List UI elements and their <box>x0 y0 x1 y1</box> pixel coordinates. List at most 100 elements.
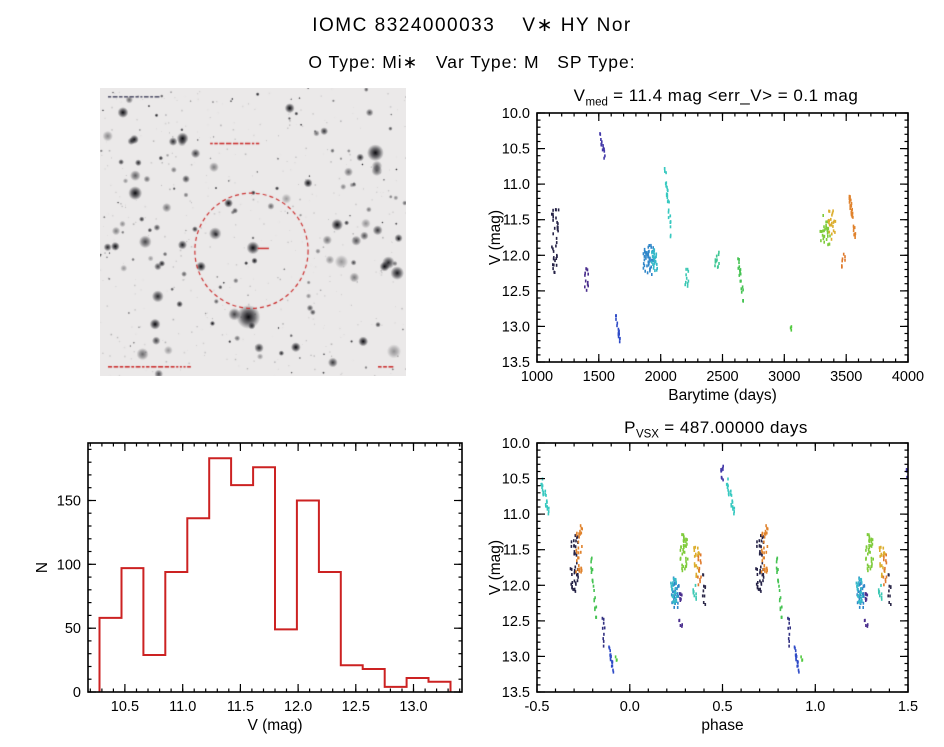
data-point <box>798 670 800 674</box>
data-point <box>765 550 768 554</box>
data-point <box>854 232 857 236</box>
data-point <box>868 546 871 550</box>
data-point <box>581 545 583 548</box>
data-point <box>577 573 579 576</box>
data-point <box>826 220 829 224</box>
data-point <box>868 533 870 537</box>
data-point <box>611 659 613 663</box>
data-point <box>760 570 763 574</box>
data-point <box>760 589 762 593</box>
axes <box>536 442 909 693</box>
data-point <box>650 258 653 262</box>
data-point <box>574 581 577 585</box>
data-point <box>674 577 677 581</box>
data-point <box>765 570 768 574</box>
x-tick-label: 10.5 <box>111 699 139 715</box>
data-point <box>733 510 735 514</box>
data-point <box>701 594 704 598</box>
data-point <box>654 256 656 259</box>
data-point <box>829 234 831 238</box>
data-point <box>878 546 881 550</box>
data-point <box>683 538 685 542</box>
data-point <box>849 204 851 208</box>
data-point <box>651 251 653 255</box>
data-point <box>879 554 881 558</box>
data-point <box>889 586 892 589</box>
data-point <box>738 273 741 277</box>
data-point <box>779 596 782 600</box>
data-point <box>698 566 701 570</box>
data-point <box>573 588 576 592</box>
data-point <box>834 219 837 223</box>
data-point <box>762 579 764 583</box>
data-point <box>595 605 598 609</box>
data-point <box>552 263 554 267</box>
data-point <box>685 537 687 541</box>
data-point <box>851 211 854 215</box>
data-point <box>599 132 602 136</box>
data-point <box>738 265 741 269</box>
data-point <box>540 482 542 486</box>
data-point <box>692 591 695 595</box>
data-point <box>686 538 688 542</box>
data-point <box>651 260 653 264</box>
data-point <box>906 475 908 479</box>
data-point <box>603 156 605 160</box>
data-point <box>765 524 767 528</box>
data-point <box>822 229 824 233</box>
data-point <box>584 285 586 289</box>
data-point <box>844 255 846 259</box>
data-point <box>685 544 687 548</box>
data-point <box>672 600 675 604</box>
data-point <box>577 556 579 560</box>
data-point <box>571 586 573 590</box>
data-point <box>787 616 789 620</box>
data-point <box>823 229 825 233</box>
data-point <box>665 181 668 185</box>
data-point <box>611 664 614 668</box>
data-point <box>686 282 689 286</box>
data-point <box>762 567 765 571</box>
data-point <box>579 532 581 536</box>
data-point <box>602 637 604 641</box>
data-point <box>766 531 768 535</box>
data-point <box>766 568 768 572</box>
data-point <box>686 284 689 288</box>
data-point <box>695 574 698 578</box>
data-point <box>834 230 836 234</box>
data-point <box>727 484 729 488</box>
y-tick-label: 12.5 <box>502 614 530 630</box>
data-point <box>574 545 577 549</box>
data-point <box>667 216 670 220</box>
data-point <box>859 581 861 585</box>
data-point <box>679 592 682 596</box>
data-point <box>762 575 765 579</box>
data-point <box>577 540 580 544</box>
data-point <box>878 591 880 595</box>
data-point <box>740 287 743 291</box>
data-point <box>601 626 604 630</box>
data-point <box>685 276 688 280</box>
y-tick-label: 13.0 <box>502 649 530 665</box>
x-axis-label: Barytime (days) <box>668 387 777 404</box>
y-tick-label: 50 <box>65 621 81 637</box>
data-point <box>757 587 760 591</box>
data-point <box>824 227 826 231</box>
data-point <box>882 546 885 550</box>
data-point <box>555 257 558 260</box>
data-point <box>762 556 765 560</box>
data-point <box>681 593 683 597</box>
data-point <box>741 285 744 289</box>
data-point <box>826 226 829 230</box>
data-point <box>546 507 549 511</box>
data-point <box>643 258 646 262</box>
data-point <box>602 144 604 148</box>
data-point <box>669 233 672 237</box>
data-point <box>673 601 676 605</box>
data-point <box>678 619 680 623</box>
data-point <box>675 598 677 602</box>
lightcurve-title: Vmed = 11.4 mag <err_V> = 0.1 mag <box>488 86 944 108</box>
data-point <box>697 546 699 550</box>
data-point <box>575 552 578 556</box>
data-point <box>755 582 758 586</box>
